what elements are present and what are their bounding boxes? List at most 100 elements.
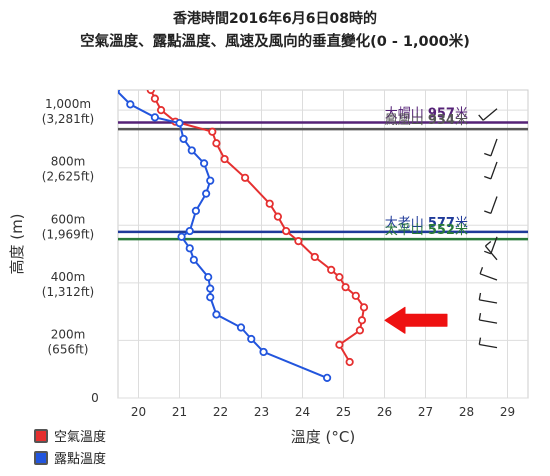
data-point [345,357,354,367]
data-point [351,291,360,300]
x-tick-label: 20 [131,405,146,419]
reference-label: 太平山 552米 [385,223,468,238]
data-point [175,119,184,128]
legend-item-dew-point: 露點溫度 [34,448,106,467]
wind-barb [484,138,498,157]
data-point [146,90,155,95]
data-point [208,127,217,136]
wind-barb-feather [485,241,492,247]
data-point [341,283,350,292]
wind-barb-feather [479,267,484,275]
series-line [118,90,328,379]
data-point [206,293,215,302]
wind-barb-feather [484,250,492,255]
data-point [126,100,135,109]
data-point [191,206,200,215]
legend-label-air-temp: 空氣溫度 [54,430,107,445]
reference-label: 鳳凰山 934米 [385,113,468,128]
wind-barb [484,161,498,180]
wind-barb-staff [479,319,498,324]
wind-barb-feather [478,292,482,300]
data-point [241,173,250,182]
data-point [185,244,194,253]
wind-barb-feather [478,337,482,345]
wind-barb [478,337,498,349]
wind-barb-staff [479,299,498,304]
data-point [179,134,188,144]
wind-barb [478,313,498,324]
data-point [187,146,196,155]
data-point [247,334,256,344]
data-point [156,106,166,115]
x-tick-label: 23 [254,405,269,419]
legend-item-air-temp: 空氣溫度 [34,426,106,445]
data-point [355,326,364,335]
data-point [150,113,159,122]
x-tick-label: 24 [295,405,310,419]
wind-barb [478,292,498,304]
data-point [202,189,211,198]
data-point [204,273,213,282]
wind-barb-feather [478,114,484,121]
wind-barb [484,241,498,261]
y-tick-sublabel: (2,625ft) [42,170,94,184]
reference-label: 大帽山 957米 [385,106,468,122]
wind-barb-feather [484,152,492,157]
data-point [322,373,332,382]
data-point [206,284,215,293]
y-tick-sublabel: (1,969ft) [42,227,94,241]
wind-barb-staff [490,161,498,180]
data-point [359,303,369,312]
data-point [206,176,215,185]
y-tick-label: 400m [51,270,86,284]
y-tick-sublabel: (656ft) [48,342,89,356]
data-point [212,310,221,319]
legend-label-dew-point: 露點溫度 [54,452,107,467]
data-point [335,273,344,282]
data-point [236,323,246,332]
wind-barb-staff [484,245,498,261]
data-point [273,212,282,221]
y-tick-label: 600m [51,212,86,226]
x-tick-label: 22 [213,405,228,419]
data-point [212,139,221,148]
data-point [185,226,194,236]
wind-barb-staff [490,196,498,214]
legend-swatch-air-temp [34,428,48,443]
wind-barb-staff [479,273,498,281]
data-point [200,159,209,168]
y-tick-label: 0 [91,391,99,405]
x-tick-label: 21 [172,405,187,419]
data-point [220,154,229,164]
data-point [310,252,319,262]
chart-title-line2: 空氣溫度、露點溫度、風速及風向的垂直變化(0 - 1,000米) [80,34,470,50]
data-point [281,226,291,236]
data-point [118,90,121,94]
wind-barb-feather [484,175,492,180]
reference-label: 大老山 577米 [385,216,468,231]
x-tick-label: 25 [336,405,351,419]
wind-barb-staff [479,343,498,349]
y-tick-sublabel: (3,281ft) [42,112,94,126]
data-point [357,316,367,325]
data-point [265,199,274,208]
wind-barb-staff [482,108,498,121]
series-line [149,90,366,363]
y-tick-label: 1,000m [45,97,91,111]
data-point [335,340,344,349]
wind-barb-feather [478,313,482,321]
data-point [327,265,336,275]
data-point [177,232,186,241]
series-dew-point [118,90,332,382]
wind-barb [484,196,498,215]
y-axis-label: 高度 (m) [8,213,26,274]
annotation-arrow [384,306,448,334]
chart-title-line1: 香港時間2016年6月6日08時的 [173,11,377,27]
legend-swatch-dew-point [34,450,48,465]
y-tick-label: 200m [51,327,86,341]
y-tick-label: 800m [51,155,86,169]
wind-barb-staff [490,236,498,254]
wind-barb-staff [490,138,498,157]
x-tick-label: 27 [418,405,433,419]
